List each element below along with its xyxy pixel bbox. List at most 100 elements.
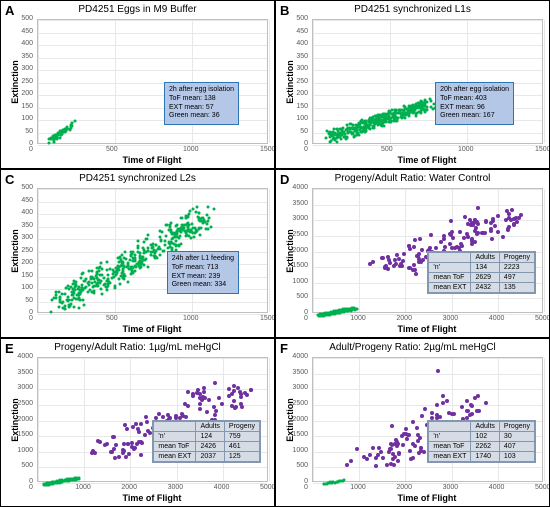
data-point: [169, 242, 172, 245]
data-point: [320, 314, 323, 317]
data-point: [417, 110, 420, 113]
data-point: [166, 413, 170, 417]
y-tick: 1000: [292, 278, 308, 285]
stat-cell: mean ToF: [429, 442, 471, 452]
panel-a: APD4251 Eggs in M9 Buffer2h after egg is…: [0, 0, 275, 169]
data-point: [439, 240, 443, 244]
data-point: [136, 251, 139, 254]
data-point: [391, 457, 395, 461]
data-point: [127, 261, 130, 264]
data-point: [133, 256, 136, 259]
data-point: [402, 252, 406, 256]
data-point: [384, 121, 387, 124]
data-point: [406, 433, 410, 437]
data-point: [55, 296, 58, 299]
data-point: [186, 390, 190, 394]
stat-header: [429, 422, 471, 432]
stat-table: AdultsProgeny'n'1342223mean ToF2629497me…: [427, 251, 536, 294]
y-tick: 400: [296, 40, 308, 47]
y-axis-label: Extinction: [285, 398, 295, 442]
data-point: [328, 140, 331, 143]
data-point: [327, 313, 330, 316]
x-tick: 1000: [75, 484, 91, 491]
data-point: [162, 249, 165, 252]
y-axis-label: Extinction: [285, 229, 295, 273]
data-point: [164, 223, 167, 226]
stat-cell: 759: [224, 432, 259, 442]
stat-cell: mean ToF: [154, 442, 196, 452]
data-point: [411, 442, 415, 446]
data-point: [420, 414, 424, 418]
x-tick: 0: [29, 146, 33, 153]
data-point: [338, 309, 341, 312]
data-point: [83, 303, 86, 306]
data-point: [174, 414, 178, 418]
data-point: [193, 235, 196, 238]
data-point: [169, 221, 172, 224]
data-point: [113, 456, 117, 460]
panel-letter: B: [280, 3, 289, 18]
x-tick: 0: [304, 315, 308, 322]
data-point: [350, 122, 353, 125]
data-point: [338, 480, 341, 483]
x-tick: 5000: [535, 484, 550, 491]
data-point: [353, 129, 356, 132]
data-point: [493, 224, 497, 228]
y-tick: 3000: [17, 384, 33, 391]
data-point: [43, 482, 46, 485]
data-point: [146, 238, 149, 241]
y-tick: 350: [21, 222, 33, 229]
data-point: [202, 220, 205, 223]
data-point: [365, 126, 368, 129]
y-tick: 150: [21, 272, 33, 279]
stat-header: Progeny: [224, 422, 259, 432]
stat-cell: 135: [499, 283, 534, 293]
data-point: [76, 478, 79, 481]
data-point: [198, 218, 201, 221]
data-point: [517, 216, 521, 220]
data-point: [68, 287, 71, 290]
x-tick: 4000: [214, 484, 230, 491]
data-point: [61, 293, 64, 296]
data-point: [392, 463, 396, 467]
data-point: [130, 250, 133, 253]
data-point: [357, 132, 360, 135]
data-point: [207, 219, 210, 222]
data-point: [113, 285, 116, 288]
chart-area: AdultsProgeny'n'124759mean ToF2426461mea…: [37, 357, 268, 482]
data-point: [99, 262, 102, 265]
data-point: [81, 272, 84, 275]
data-point: [418, 237, 422, 241]
data-point: [418, 436, 422, 440]
data-point: [87, 280, 90, 283]
data-point: [70, 124, 73, 127]
x-tick: 3000: [443, 315, 459, 322]
data-point: [347, 126, 350, 129]
data-point: [399, 109, 402, 112]
stat-cell: 2432: [471, 283, 499, 293]
data-point: [57, 481, 60, 484]
data-point: [327, 133, 330, 136]
stat-header: Progeny: [499, 253, 534, 263]
data-point: [374, 456, 378, 460]
data-point: [463, 215, 467, 219]
y-tick: 3000: [292, 384, 308, 391]
data-point: [364, 130, 367, 133]
data-point: [115, 269, 118, 272]
data-point: [429, 106, 432, 109]
stat-cell: mean EXT: [154, 452, 196, 462]
data-point: [394, 113, 397, 116]
data-point: [462, 236, 466, 240]
data-point: [421, 108, 424, 111]
stat-line: ToF mean: 713: [172, 264, 234, 273]
y-tick: 50: [300, 128, 308, 135]
data-point: [100, 293, 103, 296]
stat-cell: 'n': [429, 263, 471, 273]
data-point: [402, 432, 406, 436]
data-point: [389, 117, 392, 120]
data-point: [96, 439, 100, 443]
data-point: [122, 449, 126, 453]
data-point: [392, 264, 396, 268]
data-point: [185, 223, 188, 226]
data-point: [350, 307, 353, 310]
